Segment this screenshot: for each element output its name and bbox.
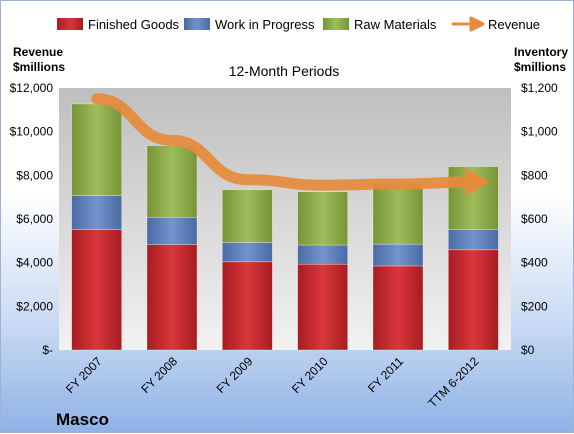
legend-swatch-work-in-progress (184, 18, 210, 30)
legend-swatch-revenue (453, 18, 483, 30)
legend-swatch-raw-materials (323, 18, 349, 30)
left-tick-label: $6,000 (16, 212, 53, 226)
x-tick-label: FY 2008 (138, 354, 180, 396)
bar-raw-materials (298, 192, 348, 245)
bar-raw-materials (373, 183, 423, 244)
x-axis-labels: FY 2007 FY 2008 FY 2009 FY 2010 FY 2011 TTM 6… (63, 354, 482, 410)
right-tick-label: $400 (521, 256, 548, 270)
left-tick-label: $- (42, 343, 53, 357)
bar-finished-goods (373, 266, 423, 350)
left-axis-title-line2: $millions (13, 60, 65, 74)
bar-finished-goods (448, 250, 498, 350)
bar-finished-goods (147, 245, 197, 350)
chart-subtitle: 12-Month Periods (229, 63, 340, 79)
left-axis-title-line1: Revenue (13, 45, 63, 59)
right-tick-label: $800 (521, 168, 548, 182)
x-tick-label: FY 2007 (63, 354, 105, 396)
bar-work-in-progress (298, 245, 348, 264)
bar-finished-goods (298, 264, 348, 350)
right-tick-label: $1,000 (521, 125, 558, 139)
legend-swatch-finished-goods (57, 18, 83, 30)
bar-work-in-progress (222, 243, 272, 262)
bar-raw-materials (147, 146, 197, 218)
right-tick-label: $600 (521, 212, 548, 226)
left-tick-label: $4,000 (16, 256, 53, 270)
x-tick-label: FY 2009 (214, 354, 256, 396)
left-tick-label: $2,000 (16, 299, 53, 313)
bar-raw-materials (222, 190, 272, 243)
right-tick-label: $1,200 (521, 81, 558, 95)
right-axis-ticks: $0 $200 $400 $600 $800 $1,000 $1,200 (521, 81, 558, 357)
legend-label-finished-goods: Finished Goods (88, 17, 180, 32)
right-axis-title-line2: $millions (514, 60, 566, 74)
bar-work-in-progress (147, 217, 197, 244)
plot-area (59, 88, 511, 350)
legend-label-raw-materials: Raw Materials (354, 17, 437, 32)
right-tick-label: $0 (521, 343, 535, 357)
x-tick-label: FY 2011 (365, 354, 406, 395)
legend-label-work-in-progress: Work in Progress (215, 17, 315, 32)
bar-work-in-progress (373, 244, 423, 266)
left-axis-ticks: $- $2,000 $4,000 $6,000 $8,000 $10,000 $12,000 (10, 81, 54, 357)
bar-raw-materials (72, 104, 122, 196)
right-tick-label: $200 (521, 299, 548, 313)
bar-work-in-progress (448, 229, 498, 249)
left-tick-label: $12,000 (10, 81, 54, 95)
legend: Finished Goods Work in Progress Raw Mate… (57, 17, 540, 32)
bar-finished-goods (222, 262, 272, 350)
left-tick-label: $10,000 (10, 125, 54, 139)
bar-work-in-progress (72, 196, 122, 230)
legend-label-revenue: Revenue (488, 17, 540, 32)
x-tick-label: TTM 6-2012 (425, 354, 481, 410)
right-axis-title-line1: Inventory (514, 45, 568, 59)
left-tick-label: $8,000 (16, 168, 53, 182)
company-name: Masco (56, 410, 109, 429)
bar-finished-goods (72, 230, 122, 350)
x-tick-label: FY 2010 (289, 354, 331, 396)
